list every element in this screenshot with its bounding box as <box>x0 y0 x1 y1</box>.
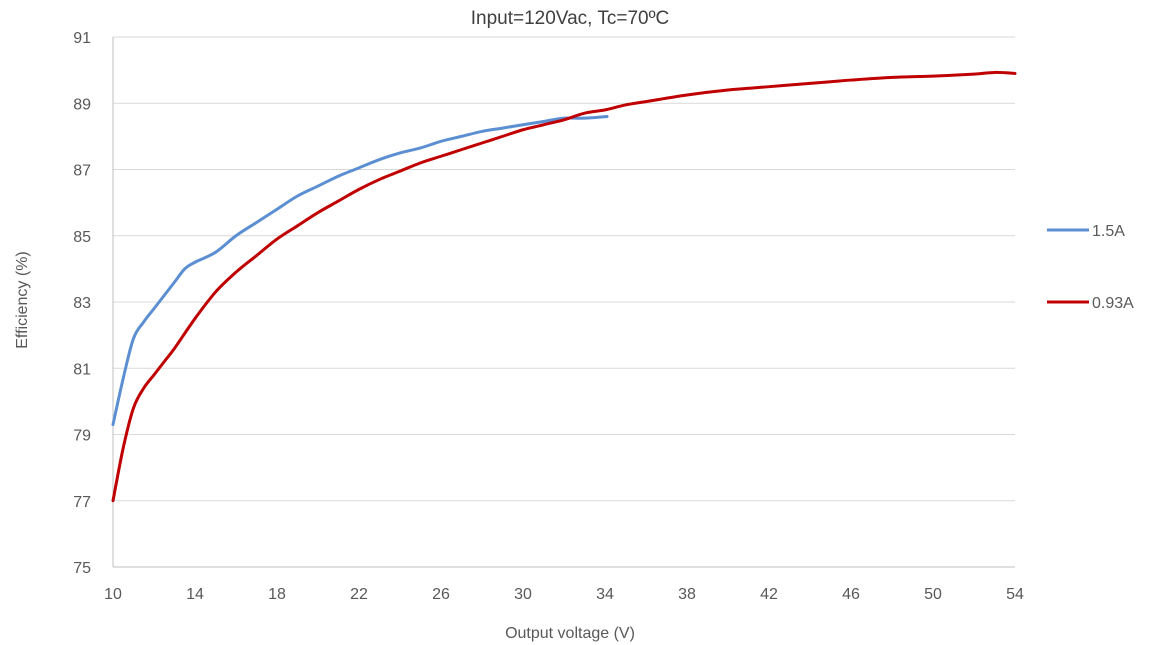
chart-title: Input=120Vac, Tc=70ºC <box>471 8 670 29</box>
y-tick-label: 89 <box>73 96 91 113</box>
y-tick-label: 81 <box>73 361 91 378</box>
x-axis-title: Output voltage (V) <box>505 625 635 642</box>
y-tick-label: 83 <box>73 295 91 312</box>
y-tick-label: 77 <box>73 494 91 511</box>
y-tick-label: 91 <box>73 30 91 47</box>
x-tick-label: 34 <box>596 586 614 603</box>
x-tick-label: 46 <box>842 586 860 603</box>
y-tick-label: 85 <box>73 229 91 246</box>
x-tick-label: 26 <box>432 586 450 603</box>
x-tick-label: 10 <box>104 586 122 603</box>
x-tick-label: 38 <box>678 586 696 603</box>
legend-label: 1.5A <box>1092 223 1125 240</box>
y-axis-ticks: 75 77 79 81 83 85 87 89 91 <box>73 30 91 577</box>
series-line-15a <box>111 115 609 427</box>
x-tick-label: 50 <box>924 586 942 603</box>
y-tick-label: 87 <box>73 163 91 180</box>
series-line-093a <box>111 70 1017 503</box>
y-axis-title: Efficiency (%) <box>14 251 31 349</box>
y-tick-label: 75 <box>73 560 91 577</box>
x-tick-label: 14 <box>186 586 204 603</box>
legend: 1.5A 0.93A <box>1047 223 1134 312</box>
x-tick-label: 18 <box>268 586 286 603</box>
legend-label: 0.93A <box>1092 295 1134 312</box>
x-tick-label: 42 <box>760 586 778 603</box>
x-axis-ticks: 10 14 18 22 26 30 34 38 42 46 50 54 <box>104 586 1024 603</box>
series-group <box>111 70 1017 503</box>
x-tick-label: 30 <box>514 586 532 603</box>
x-tick-label: 54 <box>1006 586 1024 603</box>
y-tick-label: 79 <box>73 428 91 445</box>
gridlines <box>112 36 1015 568</box>
x-tick-label: 22 <box>350 586 368 603</box>
